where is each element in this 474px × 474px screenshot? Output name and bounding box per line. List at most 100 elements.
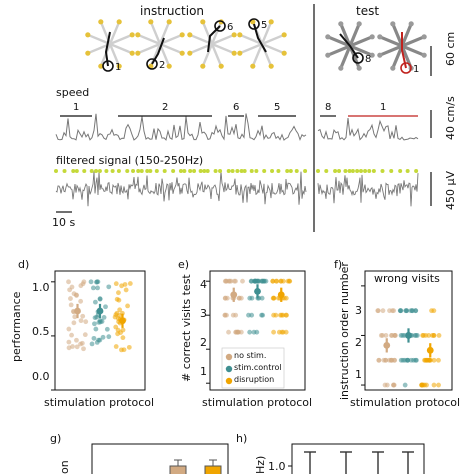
maze-arm-end (148, 19, 154, 25)
median-marker (230, 291, 238, 299)
data-point (224, 312, 229, 318)
ytick-d-2: 1.0 (32, 281, 50, 294)
panel-g-bars (169, 459, 222, 474)
maze-arm-end (377, 52, 383, 58)
ripple-event-dot (148, 169, 153, 173)
ripple-event-dot (270, 169, 275, 173)
data-point (66, 339, 72, 345)
maze-arm-end (281, 50, 287, 56)
maze-arm (379, 35, 403, 48)
legend-marker-stim-control (225, 365, 233, 373)
maze-arm-end (166, 19, 172, 25)
data-point (271, 295, 277, 301)
data-point (397, 308, 403, 314)
speed-trace-test (317, 118, 419, 141)
data-point (420, 382, 426, 388)
goal-marker (214, 20, 226, 32)
maze-arm (201, 43, 214, 67)
ripple-event-dot (116, 169, 121, 173)
maze-arm (261, 33, 285, 46)
data-point (69, 332, 74, 338)
data-point (226, 329, 231, 335)
data-point (91, 335, 97, 341)
median-marker (383, 341, 391, 349)
data-point (384, 382, 390, 388)
ytick-h-0: 1.0 (268, 460, 286, 473)
ripple-event-dot (414, 169, 419, 173)
data-point (78, 341, 83, 347)
maze-arm-end (421, 34, 427, 40)
data-point (125, 303, 130, 309)
data-point (260, 278, 265, 284)
ylabel-panel-h: Hz) (254, 455, 267, 474)
data-point (80, 313, 86, 319)
ripple-event-dot (363, 169, 368, 173)
data-point (375, 308, 381, 314)
data-point (378, 333, 384, 338)
maze-arm (211, 42, 235, 55)
maze-arm-end (98, 63, 104, 69)
data-point (393, 333, 398, 338)
ripple-event-dot (380, 169, 385, 173)
data-point (400, 357, 406, 363)
data-point (80, 281, 86, 287)
ripple-event-dot (355, 169, 360, 173)
ripple-event-dot (182, 169, 187, 173)
maze-arm-end (200, 63, 206, 69)
legend-marker-disruption (225, 377, 233, 385)
ylabel-panel-d: performance (10, 291, 23, 362)
maze-6: 1 (377, 21, 427, 75)
data-point (392, 357, 398, 363)
speed-segment-label: 8 (325, 102, 331, 113)
data-point (74, 337, 79, 343)
data-point (436, 382, 441, 388)
ripple-event-dot (171, 169, 176, 173)
data-point (83, 319, 89, 325)
maze-arm (349, 44, 373, 57)
data-point (431, 308, 437, 314)
ytick-e-3: 4 (200, 278, 207, 291)
maze-arm-end (135, 50, 141, 56)
ripple-event-dot (249, 169, 254, 173)
maze-arm (379, 44, 403, 57)
maze-arm-end (268, 63, 274, 69)
maze-arm-end (179, 32, 185, 38)
panel-letter-d: d) (18, 258, 30, 271)
data-point (413, 308, 418, 314)
maze-2: 2 (135, 19, 185, 71)
data-point (387, 357, 392, 363)
maze-arm (339, 45, 352, 69)
data-point (283, 295, 289, 301)
ripple-event-dot (202, 169, 207, 173)
maze-arm-end (268, 19, 274, 25)
goal-marker (400, 62, 412, 74)
data-point (113, 281, 119, 287)
ytick-d-1: 0.5 (32, 325, 50, 338)
maze-arm-end (377, 34, 383, 40)
data-point (236, 295, 242, 301)
data-point (95, 285, 100, 291)
ripple-event-dot (276, 169, 281, 173)
ytick-e-0: 1 (200, 365, 207, 378)
data-point (436, 333, 442, 338)
maze-arm (239, 33, 263, 46)
median-marker (405, 332, 412, 339)
data-point (413, 333, 419, 338)
data-point (251, 329, 257, 335)
ripple-event-dot (198, 169, 203, 173)
maze-arm-end (135, 32, 141, 38)
maze-number: 2 (159, 60, 165, 71)
data-point (106, 334, 112, 340)
speed-traces: 1 2 6 5 8 1 (55, 102, 419, 142)
ripple-event-dot (405, 169, 410, 173)
maze-arm (391, 45, 404, 69)
maze-arm (327, 35, 351, 48)
maze-diagrams: 1 2 6 5 8 1 (85, 18, 427, 75)
maze-arm (158, 21, 171, 45)
data-point (426, 333, 432, 338)
animal-path (151, 37, 165, 65)
maze-number: 6 (227, 22, 233, 33)
data-point (402, 382, 408, 388)
ripple-event-dot (213, 169, 218, 173)
data-point (436, 357, 441, 363)
